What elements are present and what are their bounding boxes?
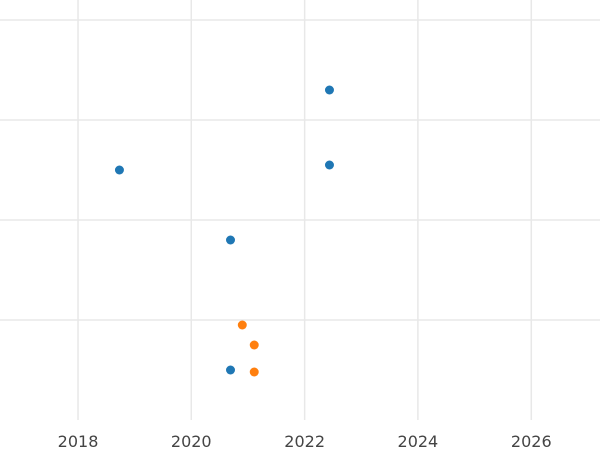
point-series1-2 bbox=[226, 235, 236, 245]
point-series1-5 bbox=[324, 160, 334, 170]
point-series1-4 bbox=[324, 85, 334, 95]
x-tick-label-2018: 2018 bbox=[58, 432, 99, 450]
y-gridlines bbox=[0, 19, 600, 321]
x-axis-tick-labels: 2018 2020 2022 2024 2026 bbox=[58, 432, 552, 450]
point-series2-1 bbox=[237, 320, 247, 330]
point-series2-3 bbox=[249, 367, 259, 377]
point-series1-1 bbox=[114, 165, 124, 175]
x-gridlines bbox=[77, 0, 533, 420]
data-points bbox=[114, 85, 334, 377]
x-tick-label-2020: 2020 bbox=[171, 432, 212, 450]
x-tick-label-2026: 2026 bbox=[511, 432, 552, 450]
point-series2-2 bbox=[249, 340, 259, 350]
x-tick-label-2022: 2022 bbox=[284, 432, 325, 450]
x-tick-label-2024: 2024 bbox=[398, 432, 439, 450]
point-series1-3 bbox=[226, 365, 236, 375]
